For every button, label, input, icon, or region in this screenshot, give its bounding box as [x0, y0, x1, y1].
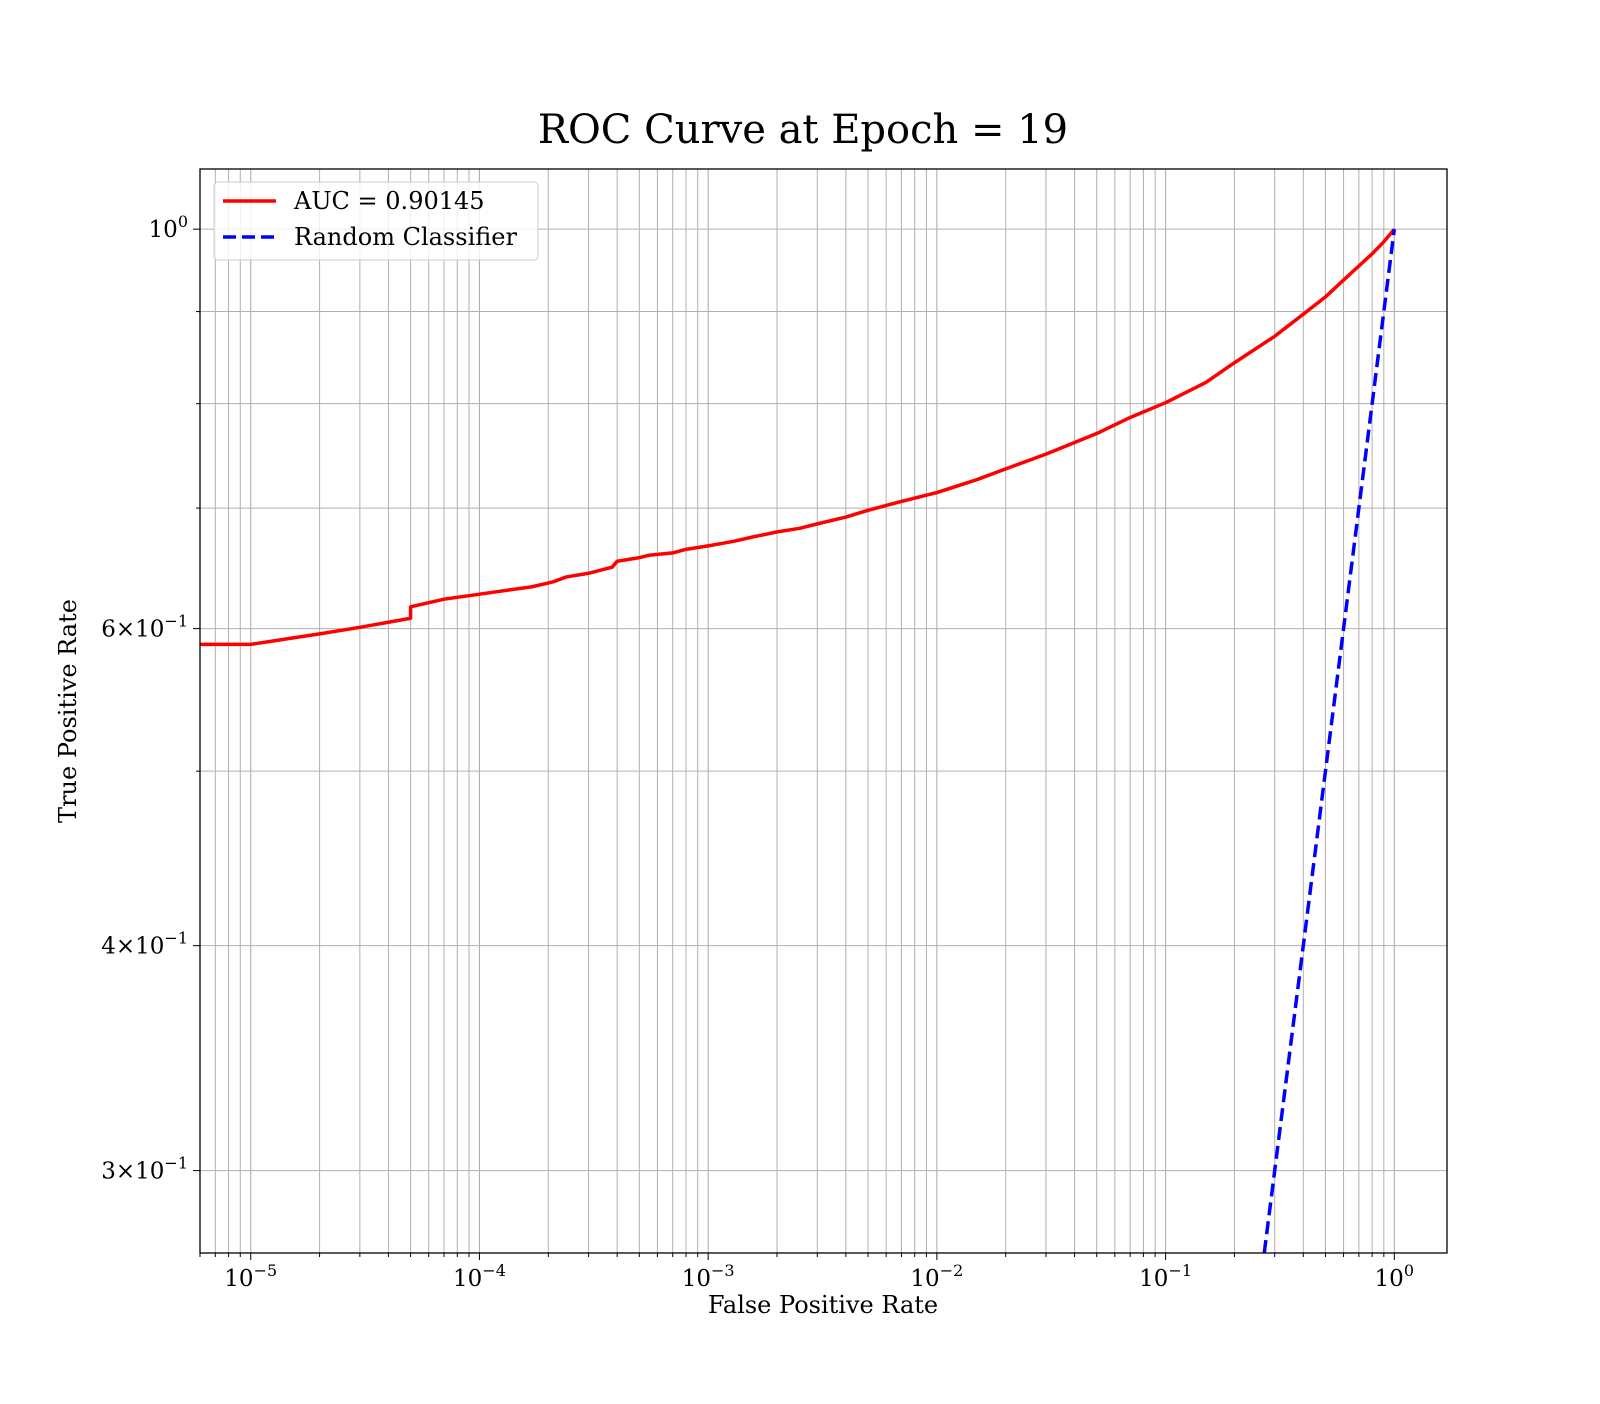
legend-label-auc: AUC = 0.90145: [293, 187, 485, 215]
plot-frame: [199, 168, 1448, 1254]
x-tick-label: 10−3: [682, 1261, 735, 1292]
x-tick-label: 10−5: [224, 1261, 277, 1292]
x-axis-label: False Positive Rate: [708, 1291, 938, 1319]
x-tick-label: 100: [1375, 1261, 1414, 1292]
legend-box: [213, 181, 539, 261]
y-tick-label: 3×10−1: [101, 1154, 188, 1185]
legend-label-random: Random Classifier: [294, 223, 517, 251]
chart-title: ROC Curve at Epoch = 19: [538, 107, 1068, 153]
tick-layer: 10−5 10−4 10−3 10−2 10−1 100 100 6×10−1 4×10−1 3×…: [101, 212, 1414, 1292]
x-tick-label: 10−1: [1139, 1261, 1192, 1292]
y-tick-label: 6×10−1: [101, 612, 188, 643]
x-tick-label: 10−4: [453, 1261, 506, 1292]
y-tick-label: 100: [149, 212, 188, 243]
plot-layer: [200, 228, 1397, 1253]
y-tick-label: 4×10−1: [101, 929, 188, 960]
roc-curve-line: [200, 228, 1396, 647]
random-classifier-line: [1262, 228, 1397, 1253]
legend: AUC = 0.90145 Random Classifier: [213, 181, 539, 261]
y-axis-label: True Positive Rate: [54, 599, 82, 823]
x-tick-label: 10−2: [910, 1261, 963, 1292]
grid-layer: [199, 169, 1447, 1253]
